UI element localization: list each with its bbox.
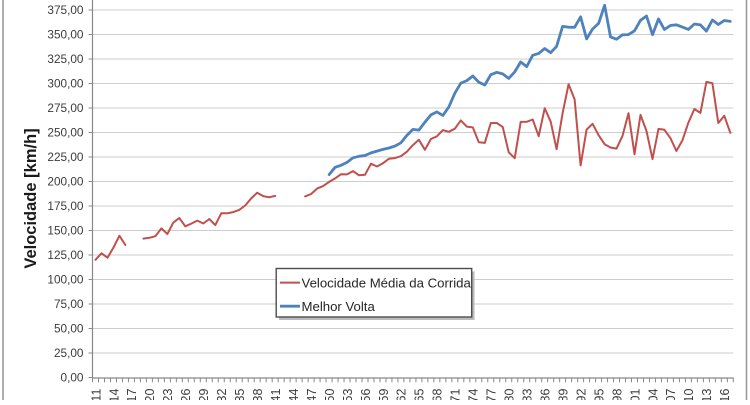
svg-text:350,00: 350,00 <box>47 28 84 42</box>
svg-text:35: 35 <box>233 389 247 400</box>
svg-text:86: 86 <box>539 389 553 400</box>
svg-text:100,00: 100,00 <box>47 273 84 287</box>
svg-text:250,00: 250,00 <box>47 126 84 140</box>
svg-text:50,00: 50,00 <box>54 322 84 336</box>
svg-text:80: 80 <box>503 389 517 400</box>
svg-text:07: 07 <box>664 389 678 400</box>
svg-text:41: 41 <box>269 389 283 400</box>
svg-text:32: 32 <box>215 389 229 400</box>
svg-text:65: 65 <box>413 389 427 400</box>
svg-text:01: 01 <box>628 389 642 400</box>
svg-text:98: 98 <box>610 389 624 400</box>
svg-text:125,00: 125,00 <box>47 248 84 262</box>
svg-text:10: 10 <box>682 389 696 400</box>
svg-text:53: 53 <box>341 389 355 400</box>
svg-text:Velocidade Média da Corrida: Velocidade Média da Corrida <box>302 276 472 291</box>
svg-text:200,00: 200,00 <box>47 175 84 189</box>
svg-text:89: 89 <box>556 389 570 400</box>
svg-text:Melhor Volta: Melhor Volta <box>302 299 376 314</box>
svg-text:325,00: 325,00 <box>47 52 84 66</box>
svg-text:375,00: 375,00 <box>47 3 84 17</box>
svg-text:14: 14 <box>107 389 121 400</box>
svg-text:150,00: 150,00 <box>47 224 84 238</box>
svg-text:92: 92 <box>574 389 588 400</box>
svg-text:16: 16 <box>718 389 732 400</box>
svg-text:29: 29 <box>197 389 211 400</box>
svg-text:0,00: 0,00 <box>61 371 84 385</box>
svg-text:56: 56 <box>359 389 373 400</box>
svg-text:47: 47 <box>305 389 319 400</box>
svg-text:26: 26 <box>179 389 193 400</box>
svg-text:38: 38 <box>251 389 265 400</box>
svg-text:11: 11 <box>89 389 103 400</box>
svg-text:95: 95 <box>592 389 606 400</box>
svg-text:25,00: 25,00 <box>54 346 84 360</box>
svg-text:50: 50 <box>323 389 337 400</box>
svg-text:71: 71 <box>449 389 463 400</box>
svg-text:275,00: 275,00 <box>47 101 84 115</box>
svg-text:68: 68 <box>431 389 445 400</box>
svg-text:300,00: 300,00 <box>47 77 84 91</box>
svg-text:83: 83 <box>521 389 535 400</box>
svg-text:44: 44 <box>287 389 301 400</box>
svg-text:75,00: 75,00 <box>54 297 84 311</box>
svg-text:20: 20 <box>143 389 157 400</box>
svg-text:74: 74 <box>467 389 481 400</box>
svg-text:59: 59 <box>377 389 391 400</box>
svg-text:Velocidade [km/h]: Velocidade [km/h] <box>22 128 40 268</box>
svg-text:17: 17 <box>125 389 139 400</box>
svg-text:77: 77 <box>485 389 499 400</box>
svg-text:13: 13 <box>700 389 714 400</box>
svg-text:225,00: 225,00 <box>47 150 84 164</box>
svg-text:23: 23 <box>161 389 175 400</box>
svg-text:62: 62 <box>395 389 409 400</box>
svg-text:175,00: 175,00 <box>47 199 84 213</box>
svg-text:04: 04 <box>646 389 660 400</box>
